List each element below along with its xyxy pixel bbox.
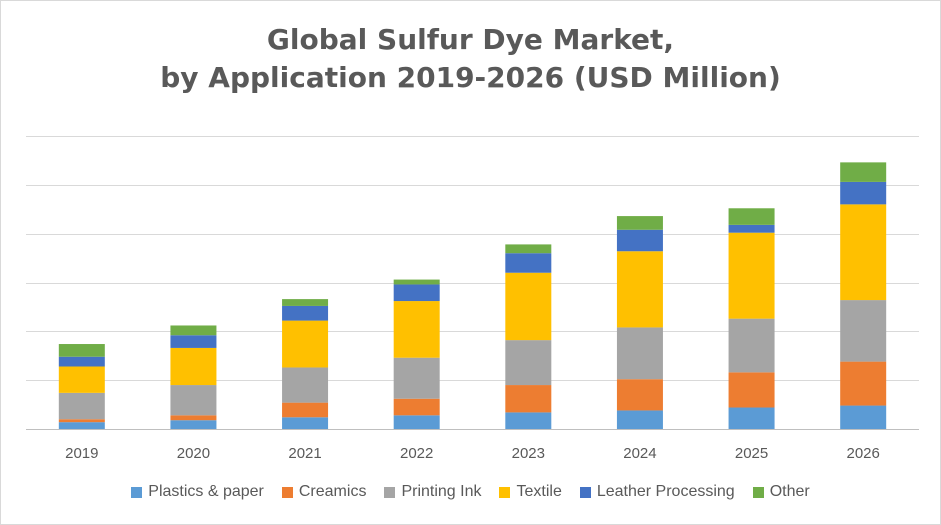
bar-segment-creamics-2023 [505, 385, 552, 413]
x-tick-label-2023: 2023 [512, 445, 545, 462]
bar-segment-printing-ink-2019 [58, 392, 105, 420]
bar-segment-textile-2024 [616, 251, 663, 328]
bar-segment-textile-2023 [505, 272, 552, 341]
bar-segment-textile-2019 [58, 366, 105, 393]
bar-segment-other-2026 [840, 162, 887, 182]
bar-segment-other-2023 [505, 244, 552, 254]
legend-label: Creamics [298, 483, 367, 500]
legend-item: Printing Ink [384, 483, 481, 501]
bar-segment-creamics-2020 [170, 415, 217, 421]
x-tick-label-2025: 2025 [735, 445, 768, 462]
x-tick-label-2022: 2022 [400, 445, 433, 462]
bar-segment-leather-processing-2019 [58, 356, 105, 367]
bar-segment-other-2021 [282, 299, 329, 306]
bar-segment-textile-2026 [840, 204, 887, 301]
bar-segment-leather-processing-2021 [282, 305, 329, 321]
bar-segment-plastics-paper-2025 [728, 407, 775, 429]
bar-segment-other-2019 [58, 344, 105, 357]
x-tick-label-2021: 2021 [288, 445, 321, 462]
bar-segment-plastics-paper-2023 [505, 412, 552, 429]
chart-title: Global Sulfur Dye Market, by Application… [1, 21, 940, 97]
bar-segment-printing-ink-2020 [170, 385, 217, 416]
bar-segment-printing-ink-2025 [728, 318, 775, 373]
bar-segment-leather-processing-2024 [616, 229, 663, 252]
legend-label: Plastics & paper [148, 483, 264, 500]
bar-segment-creamics-2021 [282, 402, 329, 418]
legend-label: Printing Ink [401, 483, 482, 500]
bar-segment-creamics-2026 [840, 361, 887, 406]
bar-segment-textile-2021 [282, 320, 329, 368]
legend-swatch [131, 486, 143, 498]
bar-segment-textile-2022 [393, 301, 440, 358]
bar-segment-plastics-paper-2021 [282, 417, 329, 429]
legend-swatch [384, 486, 396, 498]
legend-item: Leather Processing [579, 483, 735, 501]
bar-segment-creamics-2019 [58, 419, 105, 423]
legend-swatch [579, 486, 591, 498]
legend-label: Other [769, 483, 810, 500]
legend-swatch [752, 486, 764, 498]
bar-segment-creamics-2025 [728, 372, 775, 408]
bar-segment-printing-ink-2023 [505, 340, 552, 386]
bar-segment-other-2020 [170, 325, 217, 336]
bar-segment-other-2022 [393, 279, 440, 285]
bar-segment-printing-ink-2021 [282, 367, 329, 403]
legend-label: Leather Processing [596, 483, 735, 500]
bar-segment-plastics-paper-2019 [58, 422, 105, 429]
chart-title-line-2: by Application 2019-2026 (USD Million) [160, 61, 781, 94]
bar-segment-plastics-paper-2026 [840, 405, 887, 429]
bar-segment-creamics-2024 [616, 379, 663, 411]
legend-swatch [281, 486, 293, 498]
bar-segment-plastics-paper-2024 [616, 410, 663, 429]
legend-item: Other [752, 483, 810, 501]
legend-item: Textile [499, 483, 562, 501]
x-tick-label-2024: 2024 [623, 445, 656, 462]
bar-segment-creamics-2022 [393, 398, 440, 416]
bar-segment-other-2025 [728, 208, 775, 225]
x-tick-label-2019: 2019 [65, 445, 98, 462]
bar-segment-leather-processing-2026 [840, 181, 887, 205]
bar-segment-printing-ink-2022 [393, 357, 440, 399]
bar-segment-printing-ink-2026 [840, 300, 887, 362]
bar-segment-leather-processing-2022 [393, 284, 440, 302]
bar-segment-plastics-paper-2022 [393, 415, 440, 429]
bar-segment-other-2024 [616, 216, 663, 230]
bar-segment-textile-2025 [728, 232, 775, 319]
x-tick-label-2026: 2026 [847, 445, 880, 462]
legend-swatch [499, 486, 511, 498]
bar-segment-leather-processing-2020 [170, 335, 217, 348]
bar-segment-plastics-paper-2020 [170, 420, 217, 429]
chart-title-line-1: Global Sulfur Dye Market, [266, 23, 675, 56]
x-tick-label-2020: 2020 [177, 445, 210, 462]
bar-segment-leather-processing-2023 [505, 253, 552, 273]
bar-segment-printing-ink-2024 [616, 327, 663, 380]
legend-label: Textile [516, 483, 562, 500]
bar-segment-leather-processing-2025 [728, 224, 775, 233]
legend-item: Creamics [281, 483, 367, 501]
legend-item: Plastics & paper [131, 483, 264, 501]
bar-segment-textile-2020 [170, 347, 217, 386]
legend: Plastics & paper Creamics Printing Ink Text… [1, 483, 940, 501]
